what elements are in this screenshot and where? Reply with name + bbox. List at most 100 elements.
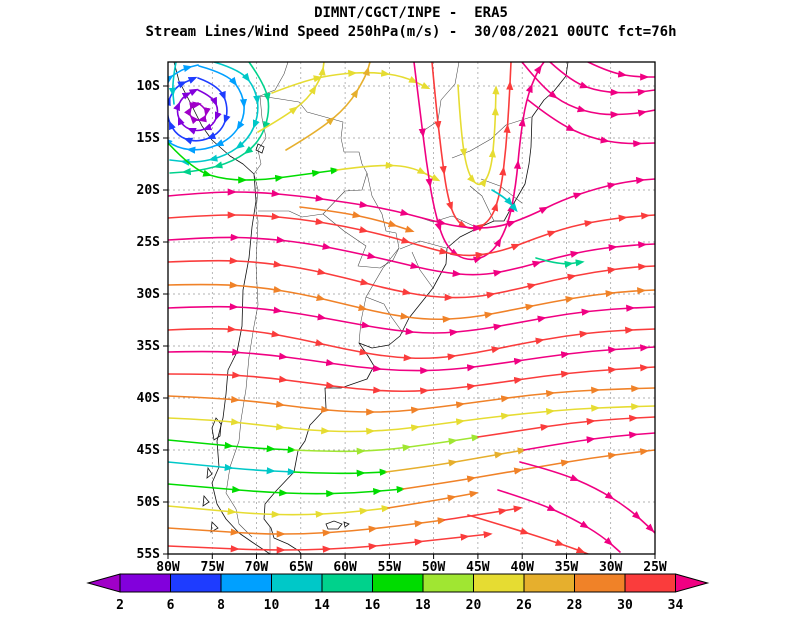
island-outline <box>206 466 213 479</box>
colorbar: 2 6 8 10 14 16 18 20 26 28 30 34 <box>86 573 710 613</box>
streamline <box>168 325 655 362</box>
streamline <box>271 69 431 94</box>
chart-subtitle: Stream Lines/Wind Speed 250hPa(m/s) - 30… <box>145 24 676 40</box>
x-tick-label: 65W <box>289 560 313 575</box>
streamline <box>497 489 621 553</box>
colorbar-label: 18 <box>415 598 431 613</box>
streamline <box>402 448 655 490</box>
streamline <box>168 483 406 498</box>
x-tick-label: 60W <box>333 560 357 575</box>
streamline <box>521 62 655 119</box>
colorbar-segment <box>624 573 676 593</box>
colorbar-segment <box>321 573 373 593</box>
streamline <box>168 176 655 232</box>
y-tick-label: 55S <box>137 547 161 562</box>
island-outline <box>210 521 219 533</box>
streamline <box>587 62 655 81</box>
streamline <box>336 161 441 182</box>
streamline <box>549 62 655 96</box>
island-outline <box>255 143 265 154</box>
x-tick-label: 75W <box>201 560 225 575</box>
colorbar-label: 30 <box>617 598 633 613</box>
colorbar-label: 34 <box>668 598 684 613</box>
colorbar-label: 2 <box>116 598 124 613</box>
colorbar-segment <box>473 573 525 593</box>
streamline <box>168 517 447 538</box>
y-tick-label: 35S <box>137 339 161 354</box>
streamline <box>413 62 545 264</box>
y-tick-label: 15S <box>137 131 161 146</box>
colorbar-label: 6 <box>167 598 175 613</box>
y-tick-label: 10S <box>137 79 161 94</box>
island-outline <box>211 417 222 441</box>
streamline <box>477 414 655 438</box>
x-tick-label: 55W <box>378 560 402 575</box>
streamline <box>168 439 297 454</box>
colorbar-segment <box>170 573 222 593</box>
y-tick-label: 25S <box>137 235 161 250</box>
streamline <box>491 189 518 213</box>
country-border <box>253 163 262 175</box>
streamline <box>457 84 500 188</box>
streamline <box>385 447 527 473</box>
chart-title: DIMNT/CGCT/INPE - ERA5 <box>314 5 508 21</box>
streamline <box>535 257 585 268</box>
country-border <box>358 247 400 344</box>
colorbar-segment <box>422 573 474 593</box>
y-tick-label: 30S <box>137 287 161 302</box>
streamline <box>299 206 415 233</box>
streamline <box>431 62 514 232</box>
streamline <box>257 62 326 133</box>
streamline <box>523 431 655 451</box>
streamline <box>293 468 389 477</box>
colorbar-segment <box>523 573 575 593</box>
coastline-layer <box>173 62 569 554</box>
island-outline <box>325 520 343 530</box>
colorbar-label: 14 <box>314 598 330 613</box>
country-border <box>259 62 289 97</box>
colorbar-segment <box>372 573 424 593</box>
x-tick-label: 25W <box>643 560 667 575</box>
colorbar-segment <box>271 573 323 593</box>
streamline <box>527 99 655 148</box>
country-border <box>419 62 460 134</box>
x-tick-label: 70W <box>245 560 269 575</box>
colorbar-left-arrow <box>86 573 121 593</box>
x-tick-label: 45W <box>466 560 490 575</box>
colorbar-label: 26 <box>516 598 532 613</box>
country-border <box>225 173 259 538</box>
axes-layer: 80W 75W 70W 65W 60W 55W 50W 45W 40W 35W 30W 25W 10S 1… <box>137 61 667 575</box>
country-border <box>259 95 368 174</box>
y-tick-label: 40S <box>137 391 161 406</box>
x-tick-label: 30W <box>599 560 623 575</box>
streamline <box>168 403 655 435</box>
streamlines-layer <box>168 62 655 554</box>
y-tick-label: 45S <box>137 443 161 458</box>
y-tick-label: 50S <box>137 495 161 510</box>
colorbar-label: 20 <box>466 598 482 613</box>
y-tick-label: 20S <box>137 183 161 198</box>
streamline <box>168 211 655 259</box>
colorbar-label: 16 <box>365 598 381 613</box>
x-tick-label: 50W <box>422 560 446 575</box>
streamline <box>387 490 479 509</box>
x-tick-label: 40W <box>510 560 534 575</box>
country-border <box>411 214 479 229</box>
island-outline <box>202 495 210 507</box>
streamline <box>519 461 655 534</box>
country-border <box>469 185 495 222</box>
map-frame <box>167 61 656 555</box>
colorbar-segment <box>220 573 272 593</box>
streamline <box>168 62 177 105</box>
streamline <box>285 62 371 151</box>
x-tick-label: 80W <box>156 560 180 575</box>
colorbar-label: 28 <box>567 598 583 613</box>
streamline <box>467 514 589 554</box>
colorbar-label: 10 <box>264 598 280 613</box>
streamline <box>293 434 481 455</box>
streamline <box>168 505 391 518</box>
colorbar-segment <box>574 573 626 593</box>
x-tick-label: 35W <box>555 560 579 575</box>
